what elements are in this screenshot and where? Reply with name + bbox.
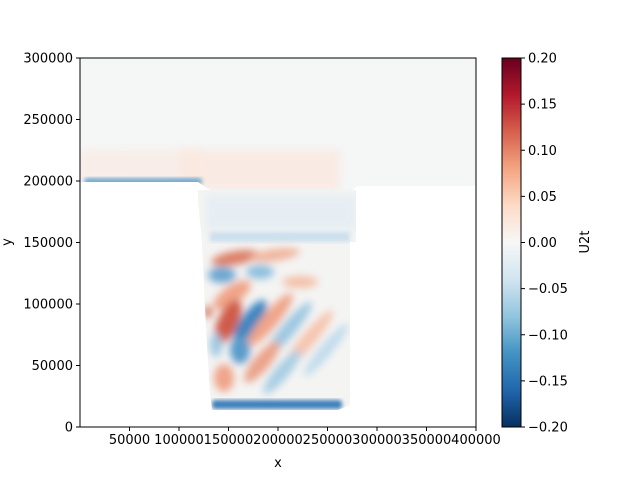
x-tick-label: 300000: [352, 433, 402, 448]
y-tick-label: 200000: [23, 175, 73, 190]
y-axis: 0 50000 100000 150000 200000 250000 300000: [23, 52, 80, 436]
x-tick-label: 350000: [402, 433, 452, 448]
x-tick-label: 400000: [451, 433, 501, 448]
colorbar-gradient: [502, 58, 521, 427]
x-tick-label: 50000: [109, 433, 150, 448]
y-axis-label: y: [0, 238, 15, 246]
y-tick-label: 250000: [23, 113, 73, 128]
colorbar-label: U2t: [578, 231, 593, 254]
colorbar-tick-label: −0.15: [528, 374, 568, 389]
colorbar-tick-label: 0.10: [528, 144, 557, 159]
x-tick-label: 200000: [253, 433, 303, 448]
x-axis: 50000 100000 150000 200000 250000 300000 35000…: [109, 427, 501, 448]
colorbar: 0.20 0.15 0.10 0.05 0.00 −0.05 −0.10 −0.15 −0.20…: [501, 52, 593, 436]
colorbar-tick-label: −0.10: [528, 328, 568, 343]
y-tick-label: 50000: [32, 359, 73, 374]
y-tick-label: 150000: [23, 236, 73, 251]
y-tick-label: 0: [65, 421, 73, 436]
colorbar-tick-label: 0.00: [528, 236, 557, 251]
colorbar-tick-label: 0.05: [528, 190, 557, 205]
colorbar-tick-label: 0.20: [528, 52, 557, 67]
x-tick-label: 250000: [303, 433, 353, 448]
x-tick-label: 100000: [154, 433, 204, 448]
colorbar-tick-label: 0.15: [528, 98, 557, 113]
x-tick-label: 150000: [204, 433, 254, 448]
y-tick-label: 100000: [23, 298, 73, 313]
colorbar-tick-label: −0.05: [528, 282, 568, 297]
colorbar-tick-label: −0.20: [528, 421, 568, 436]
plot-area: [80, 58, 476, 427]
x-axis-label: x: [274, 456, 282, 471]
y-tick-label: 300000: [23, 52, 73, 67]
